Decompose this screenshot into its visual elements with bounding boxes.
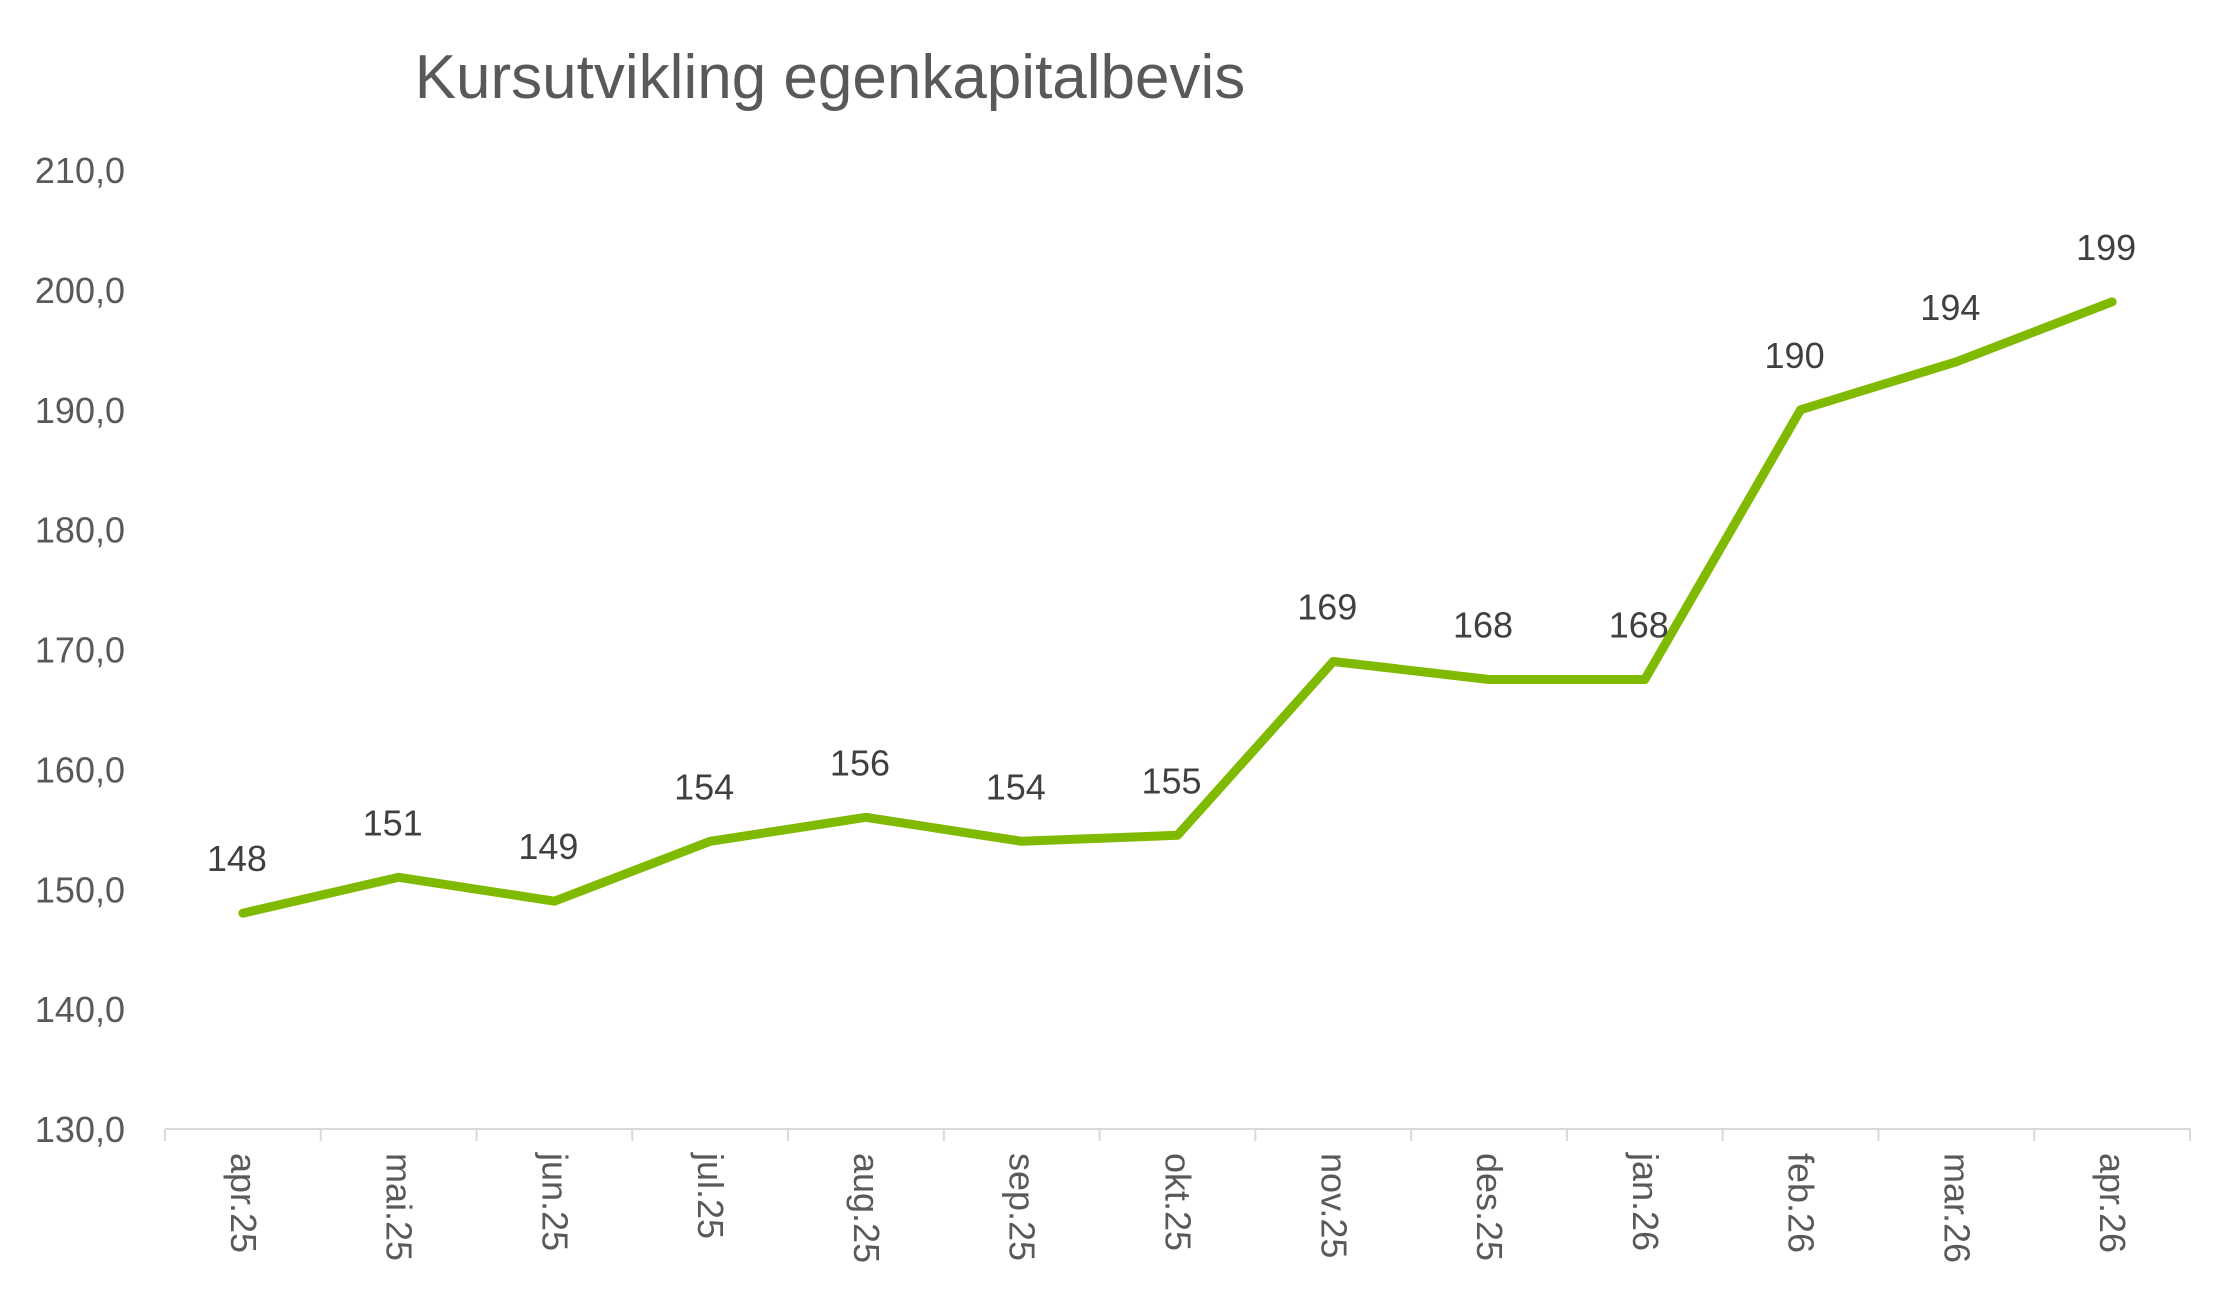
x-tick-label: aug.25 (846, 1153, 887, 1263)
y-tick-label: 160,0 (35, 749, 125, 790)
data-point (1177, 834, 1178, 836)
data-point (709, 840, 711, 842)
data-point (1800, 409, 1802, 411)
x-tick-label: mar.26 (1936, 1153, 1977, 1263)
data-point (242, 912, 244, 914)
y-tick-label: 130,0 (35, 1109, 125, 1150)
x-tick-label: mai.25 (379, 1153, 420, 1261)
data-label: 168 (1453, 604, 1513, 645)
y-tick-label: 170,0 (35, 630, 125, 671)
y-tick-label: 140,0 (35, 989, 125, 1030)
y-tick-label: 180,0 (35, 510, 125, 551)
data-label: 154 (674, 766, 734, 807)
x-tick-label: okt.25 (1158, 1153, 1199, 1251)
y-tick-label: 190,0 (35, 390, 125, 431)
x-tick-label: jan.26 (1625, 1152, 1666, 1251)
data-point (1488, 678, 1490, 680)
data-point (1021, 840, 1023, 842)
data-label: 169 (1297, 586, 1357, 627)
x-tick-label: sep.25 (1002, 1153, 1043, 1261)
data-label: 151 (363, 802, 423, 843)
y-tick-label: 210,0 (35, 150, 125, 191)
x-tick-label: nov.25 (1313, 1153, 1354, 1258)
y-tick-label: 150,0 (35, 869, 125, 910)
data-point (865, 816, 867, 818)
data-point (1332, 660, 1334, 662)
data-label: 194 (1920, 287, 1980, 328)
data-label: 154 (986, 766, 1046, 807)
x-tick-label: des.25 (1469, 1153, 1510, 1261)
data-point (398, 876, 400, 878)
data-label: 149 (518, 826, 578, 867)
y-tick-label: 200,0 (35, 270, 125, 311)
data-label: 156 (830, 742, 890, 783)
data-label: 155 (1141, 760, 1201, 801)
data-point (1644, 678, 1646, 680)
x-tick-label: feb.26 (1781, 1153, 1822, 1253)
data-label: 199 (2076, 227, 2136, 268)
data-label: 190 (1765, 335, 1825, 376)
chart-title: Kursutvikling egenkapitalbevis (414, 43, 1246, 112)
data-label: 148 (207, 838, 267, 879)
data-point (553, 900, 555, 902)
data-point (1955, 361, 1957, 363)
x-tick-label: jun.25 (534, 1152, 575, 1251)
data-label: 168 (1609, 604, 1669, 645)
x-tick-label: apr.26 (2092, 1153, 2133, 1253)
series-line (238, 297, 2117, 918)
data-point (2111, 301, 2113, 303)
x-tick-label: apr.25 (223, 1153, 264, 1253)
x-tick-label: jul.25 (690, 1152, 731, 1239)
